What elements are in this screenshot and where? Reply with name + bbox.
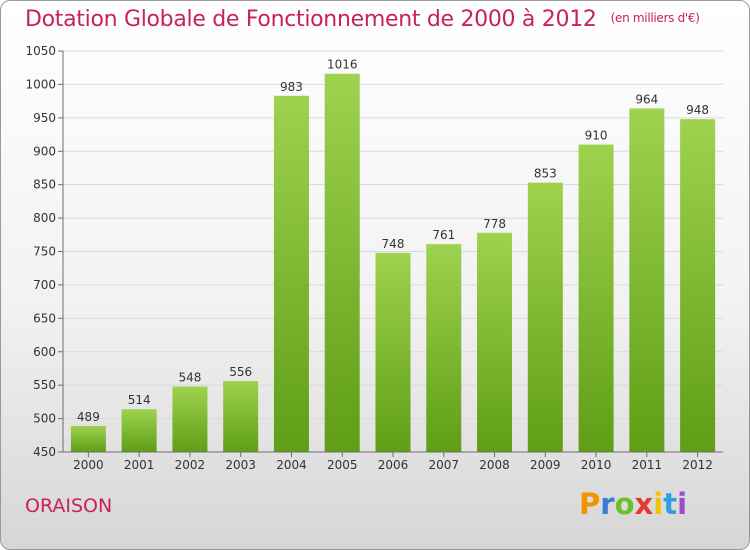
bar-value-label: 548	[178, 371, 201, 385]
x-tick-label: 2006	[378, 458, 409, 472]
logo-letter: x	[634, 487, 654, 521]
bar-value-label: 948	[686, 103, 709, 117]
bar-value-label: 556	[229, 365, 252, 379]
y-tick-label: 600	[33, 345, 56, 359]
bar	[426, 244, 462, 452]
x-tick-label: 2002	[175, 458, 206, 472]
bar	[172, 386, 208, 452]
bar	[375, 252, 411, 452]
y-tick-label: 900	[33, 144, 56, 158]
bar	[477, 232, 513, 452]
logo-letter: r	[600, 487, 615, 521]
bar-value-label: 778	[483, 217, 506, 231]
bar	[578, 144, 614, 453]
bar	[121, 409, 157, 452]
axes: 450 500 550 600 650 700 750 800 850 900 950 1000 105…	[25, 44, 723, 472]
y-tick-label: 750	[33, 245, 56, 259]
logo-letter: t	[663, 487, 678, 521]
bar	[680, 119, 716, 453]
bar-value-label: 514	[128, 393, 151, 407]
y-tick-label: 1000	[25, 77, 56, 91]
y-tick-label: 450	[33, 445, 56, 459]
bars	[70, 73, 716, 453]
data-labels: 489 514 548 556 983 1016 748 761 778 853 910 964 948	[77, 58, 709, 424]
x-tick-label: 2003	[225, 458, 256, 472]
y-tick-label: 650	[33, 311, 56, 325]
bar-value-label: 761	[432, 228, 455, 242]
x-tick-label: 2011	[632, 458, 663, 472]
y-tick-label: 550	[33, 378, 56, 392]
x-tick-label: 2000	[73, 458, 104, 472]
bar-value-label: 910	[585, 129, 608, 143]
bar-value-label: 1016	[327, 58, 358, 72]
x-tick-label: 2001	[124, 458, 155, 472]
proxiti-logo: Proxiti	[579, 487, 687, 521]
chart-subtitle: (en milliers d'€)	[610, 11, 700, 25]
logo-letter: o	[614, 487, 635, 521]
bar	[223, 381, 259, 452]
bar-value-label: 964	[635, 92, 658, 106]
commune-name: ORAISON	[25, 495, 113, 517]
chart-title: Dotation Globale de Fonctionnement de 20…	[25, 7, 700, 32]
logo-letter: P	[579, 487, 601, 521]
logo-letter: i	[653, 487, 664, 521]
x-tick-label: 2010	[581, 458, 612, 472]
y-tick-label: 500	[33, 412, 56, 426]
bar	[70, 425, 106, 452]
y-tick-label: 850	[33, 178, 56, 192]
x-tick-label: 2007	[428, 458, 459, 472]
x-tick-label: 2008	[479, 458, 510, 472]
x-tick-label: 2012	[682, 458, 713, 472]
y-tick-label: 800	[33, 211, 56, 225]
bar-value-label: 748	[382, 237, 405, 251]
logo-letter: i	[677, 487, 688, 521]
y-tick-label: 1050	[25, 44, 56, 58]
bar	[324, 73, 360, 453]
y-tick-label: 700	[33, 278, 56, 292]
x-tick-label: 2005	[327, 458, 358, 472]
bar	[273, 95, 309, 453]
bar-value-label: 489	[77, 410, 100, 424]
y-tick-label: 950	[33, 111, 56, 125]
x-tick-label: 2004	[276, 458, 307, 472]
bar	[527, 182, 563, 452]
x-tick-label: 2009	[530, 458, 561, 472]
bar-value-label: 853	[534, 167, 557, 181]
bar-value-label: 983	[280, 80, 303, 94]
bar	[629, 108, 665, 452]
chart-title-text: Dotation Globale de Fonctionnement de 20…	[25, 7, 597, 32]
